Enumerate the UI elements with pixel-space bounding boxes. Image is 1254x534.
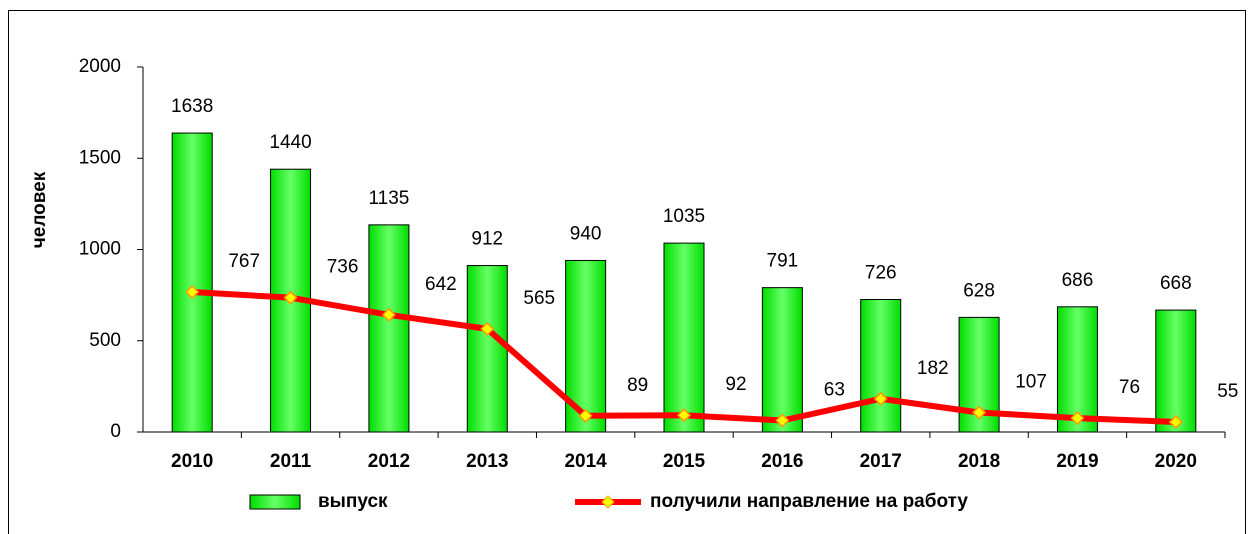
bar-value-label: 628 xyxy=(963,280,995,301)
line-marker xyxy=(775,413,790,428)
legend-label: получили направление на работу xyxy=(650,491,968,512)
y-tick-label: 500 xyxy=(89,330,121,351)
line-marker xyxy=(381,307,396,322)
bar xyxy=(171,132,213,433)
y-axis-title: человек xyxy=(29,171,50,248)
x-tick-label: 2019 xyxy=(1056,451,1098,472)
line-marker xyxy=(1168,414,1183,430)
bar-value-label: 1135 xyxy=(368,188,409,209)
line-marker xyxy=(873,391,888,406)
line-marker xyxy=(1070,411,1085,426)
x-tick-label: 2017 xyxy=(860,451,902,472)
bar-value-label: 1638 xyxy=(171,96,213,117)
line-value-label: 736 xyxy=(327,257,359,278)
bar-value-label: 668 xyxy=(1160,273,1192,294)
x-tick-label: 2015 xyxy=(663,451,706,472)
line-value-label: 767 xyxy=(228,251,260,272)
bar-value-label: 912 xyxy=(471,229,503,250)
bar xyxy=(761,287,803,433)
line-value-label: 63 xyxy=(824,380,845,401)
y-tick-label: 1000 xyxy=(79,239,121,260)
bar xyxy=(663,242,705,433)
line-value-label: 76 xyxy=(1119,377,1140,398)
line-value-label: 89 xyxy=(627,375,648,396)
bar xyxy=(466,265,508,433)
line-value-label: 55 xyxy=(1217,381,1238,402)
bar-value-label: 1440 xyxy=(269,132,311,153)
bar-value-label: 940 xyxy=(570,223,602,244)
x-tick-label: 2018 xyxy=(958,451,1000,472)
line-value-label: 182 xyxy=(917,358,949,379)
y-tick-label: 1500 xyxy=(79,147,121,168)
line-marker xyxy=(480,321,495,336)
bar xyxy=(860,299,902,433)
y-tick-label: 2000 xyxy=(79,56,121,77)
legend-swatch xyxy=(249,494,301,510)
line-marker xyxy=(972,405,987,420)
line-marker xyxy=(578,408,593,423)
frame xyxy=(8,10,1246,534)
line-marker xyxy=(676,408,692,423)
bar xyxy=(368,224,410,433)
line-value-label: 92 xyxy=(725,374,746,395)
x-tick-label: 2020 xyxy=(1155,451,1197,472)
bar xyxy=(1155,309,1197,433)
line-value-label: 107 xyxy=(1015,371,1047,392)
bar-value-label: 791 xyxy=(767,251,799,272)
bar-value-label: 686 xyxy=(1062,270,1094,291)
x-tick-label: 2013 xyxy=(466,451,508,472)
legend-marker xyxy=(601,495,615,509)
line-marker xyxy=(185,284,200,300)
x-tick-label: 2012 xyxy=(368,451,410,472)
x-tick-label: 2016 xyxy=(761,451,803,472)
x-tick-label: 2011 xyxy=(270,451,312,472)
x-tick-label: 2010 xyxy=(171,451,213,472)
bar-value-label: 726 xyxy=(865,263,897,284)
y-tick-label: 0 xyxy=(110,421,121,442)
line-value-label: 642 xyxy=(425,274,457,295)
bar-value-label: 1035 xyxy=(663,206,705,227)
legend-label: выпуск xyxy=(318,491,388,512)
line-marker xyxy=(283,290,298,305)
line-value-label: 565 xyxy=(523,288,555,309)
x-tick-label: 2014 xyxy=(564,451,607,472)
